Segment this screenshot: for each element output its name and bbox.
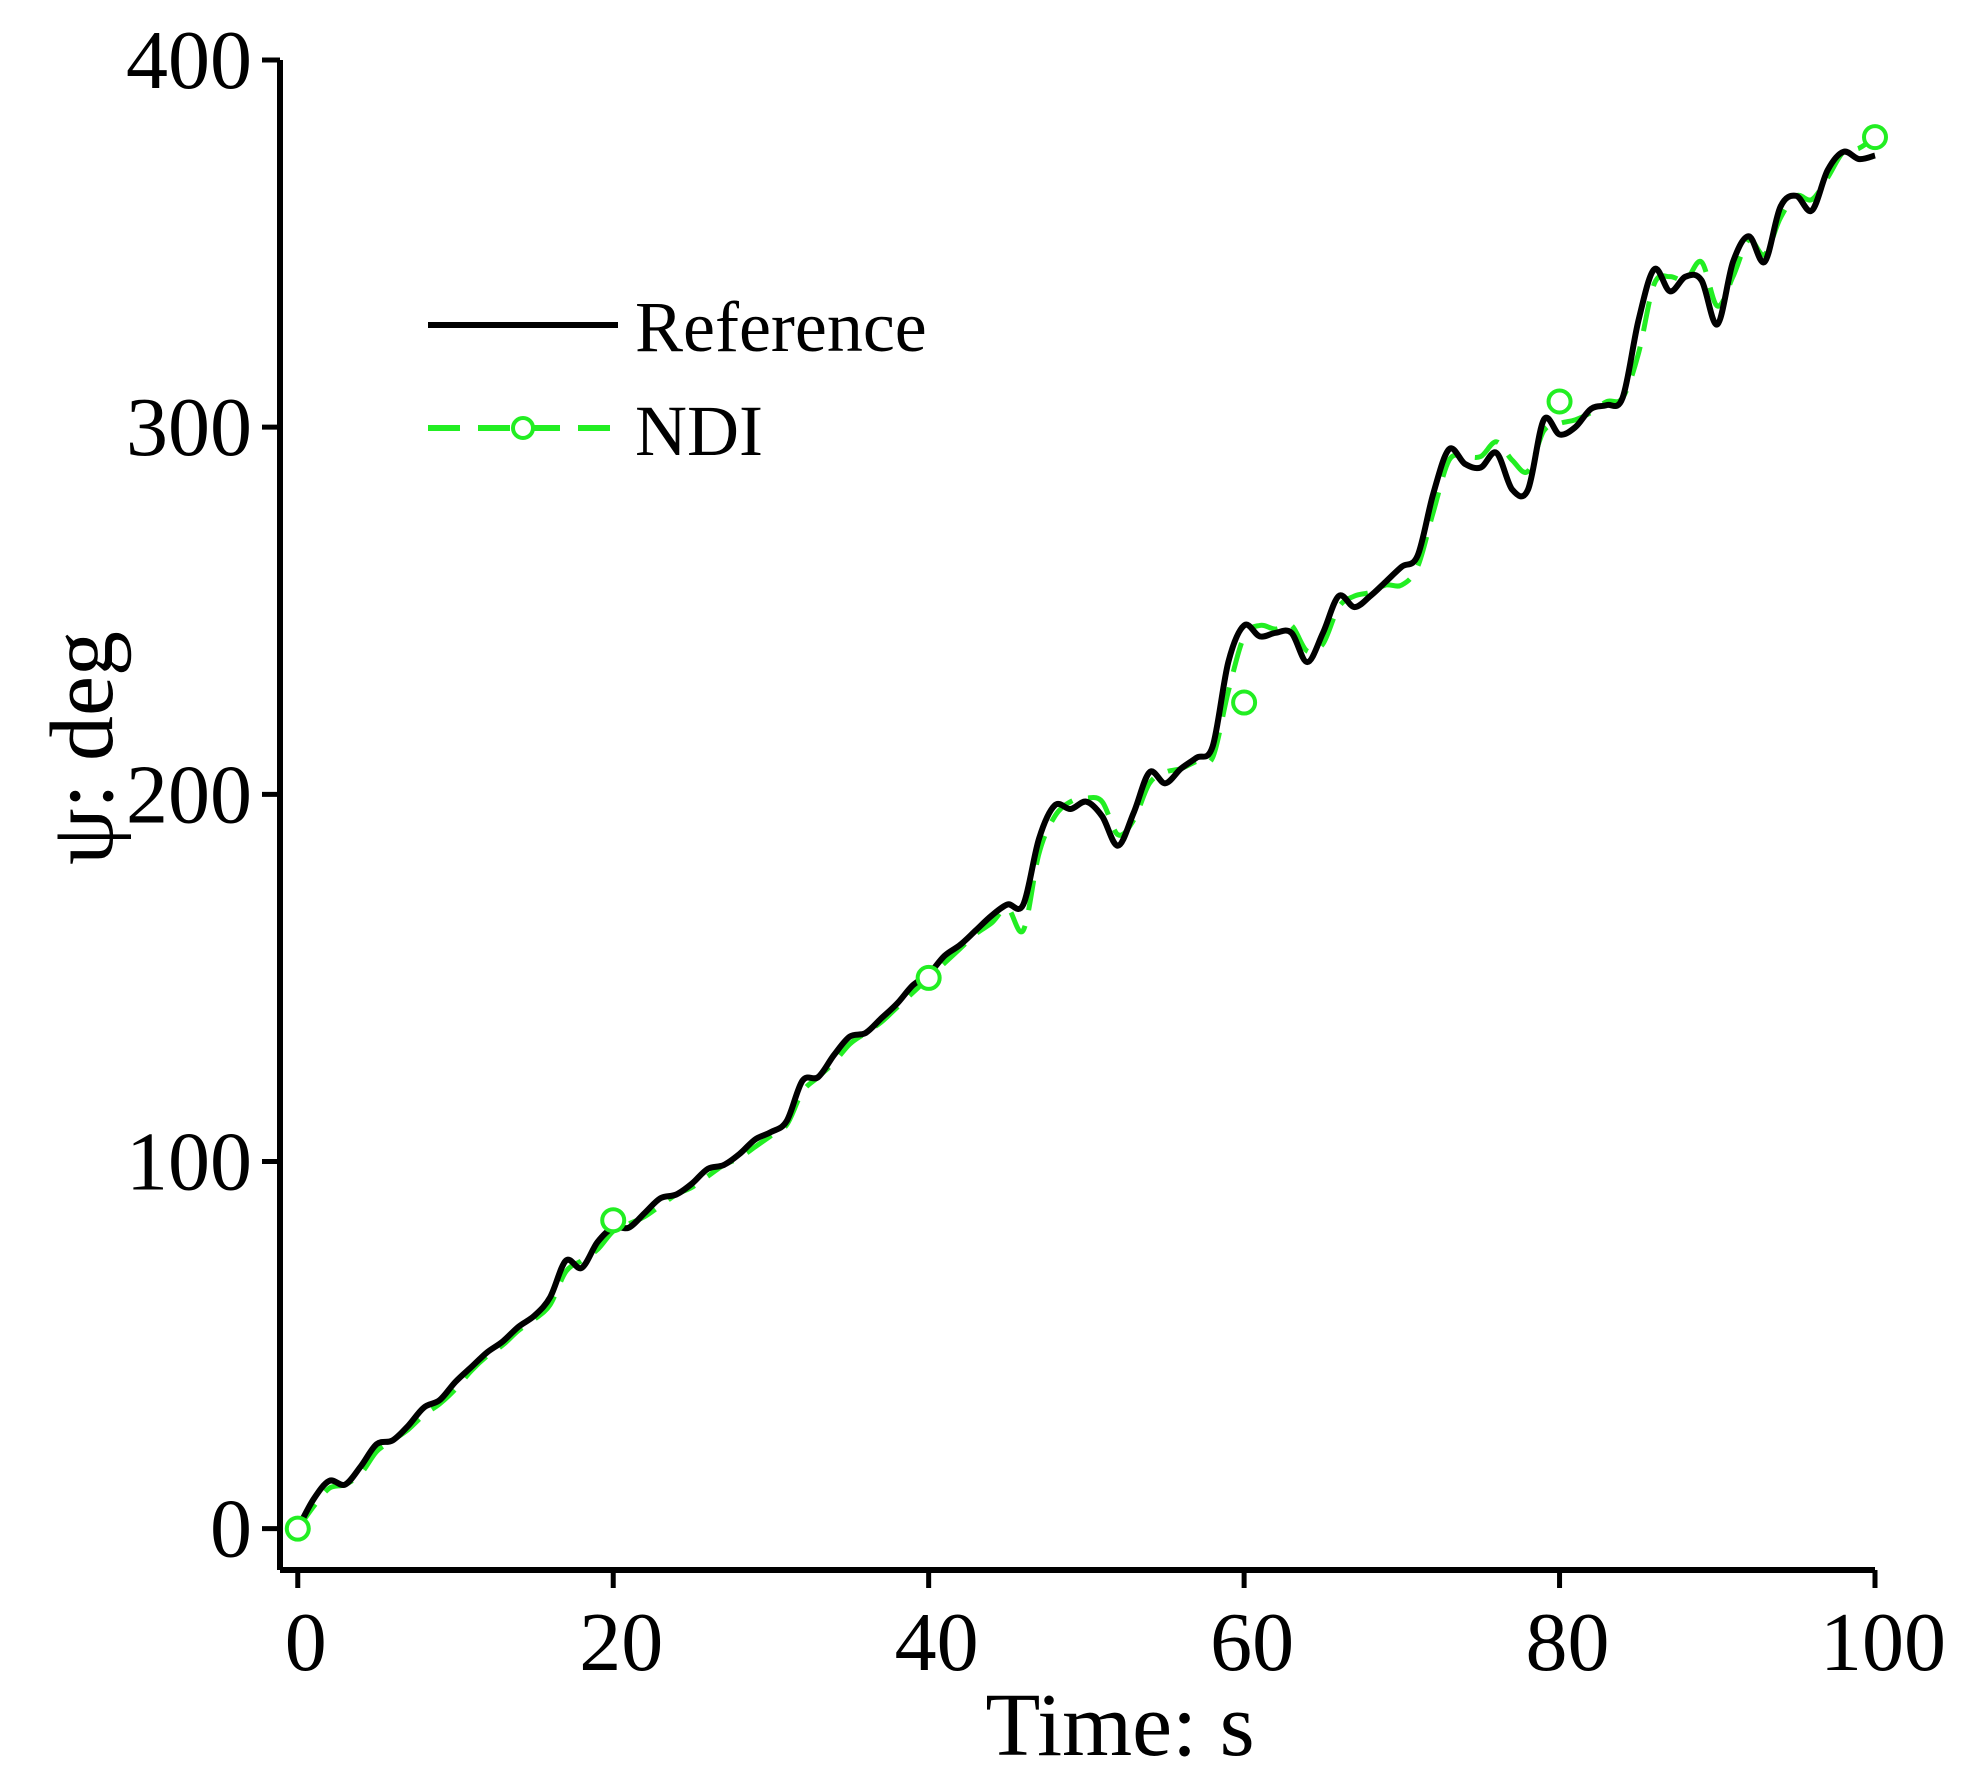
y-tick-label: 0: [210, 1483, 252, 1576]
x-tick-label: 0: [285, 1596, 327, 1689]
y-tick-label: 400: [126, 14, 252, 107]
ndi-marker-point: [915, 964, 942, 991]
x-tick-label: 100: [1820, 1596, 1946, 1689]
ndi-marker-point: [1546, 388, 1573, 415]
y-tick-label: 200: [126, 748, 252, 841]
axes: 0 100 200 300 400 0 20 40 60 80 100: [126, 14, 1946, 1689]
legend-ndi-label: NDI: [635, 391, 763, 471]
ndi-marker-point: [1231, 689, 1258, 716]
plot-series-layer: [284, 124, 1888, 1542]
x-tick-label: 20: [579, 1596, 663, 1689]
y-tick-label: 100: [126, 1115, 252, 1208]
x-tick-label: 40: [895, 1596, 979, 1689]
x-axis-title: Time: s: [985, 1676, 1254, 1774]
ndi-marker-point: [600, 1207, 627, 1234]
legend-ndi-marker: [511, 416, 535, 440]
legend: Reference NDI: [428, 287, 927, 471]
y-axis-title: ψ: deg: [33, 631, 132, 865]
x-tick-label: 60: [1210, 1596, 1294, 1689]
series-line-ndi: [295, 135, 1877, 1531]
series-line-reference: [295, 148, 1876, 1531]
legend-reference-label: Reference: [635, 287, 927, 367]
x-tick-label: 80: [1526, 1596, 1610, 1689]
ndi-marker-point: [284, 1515, 311, 1542]
ndi-marker-point: [1862, 124, 1888, 151]
ticks: 0 100 200 300 400 0 20 40 60 80 100: [126, 14, 1946, 1689]
y-tick-label: 300: [126, 381, 252, 474]
